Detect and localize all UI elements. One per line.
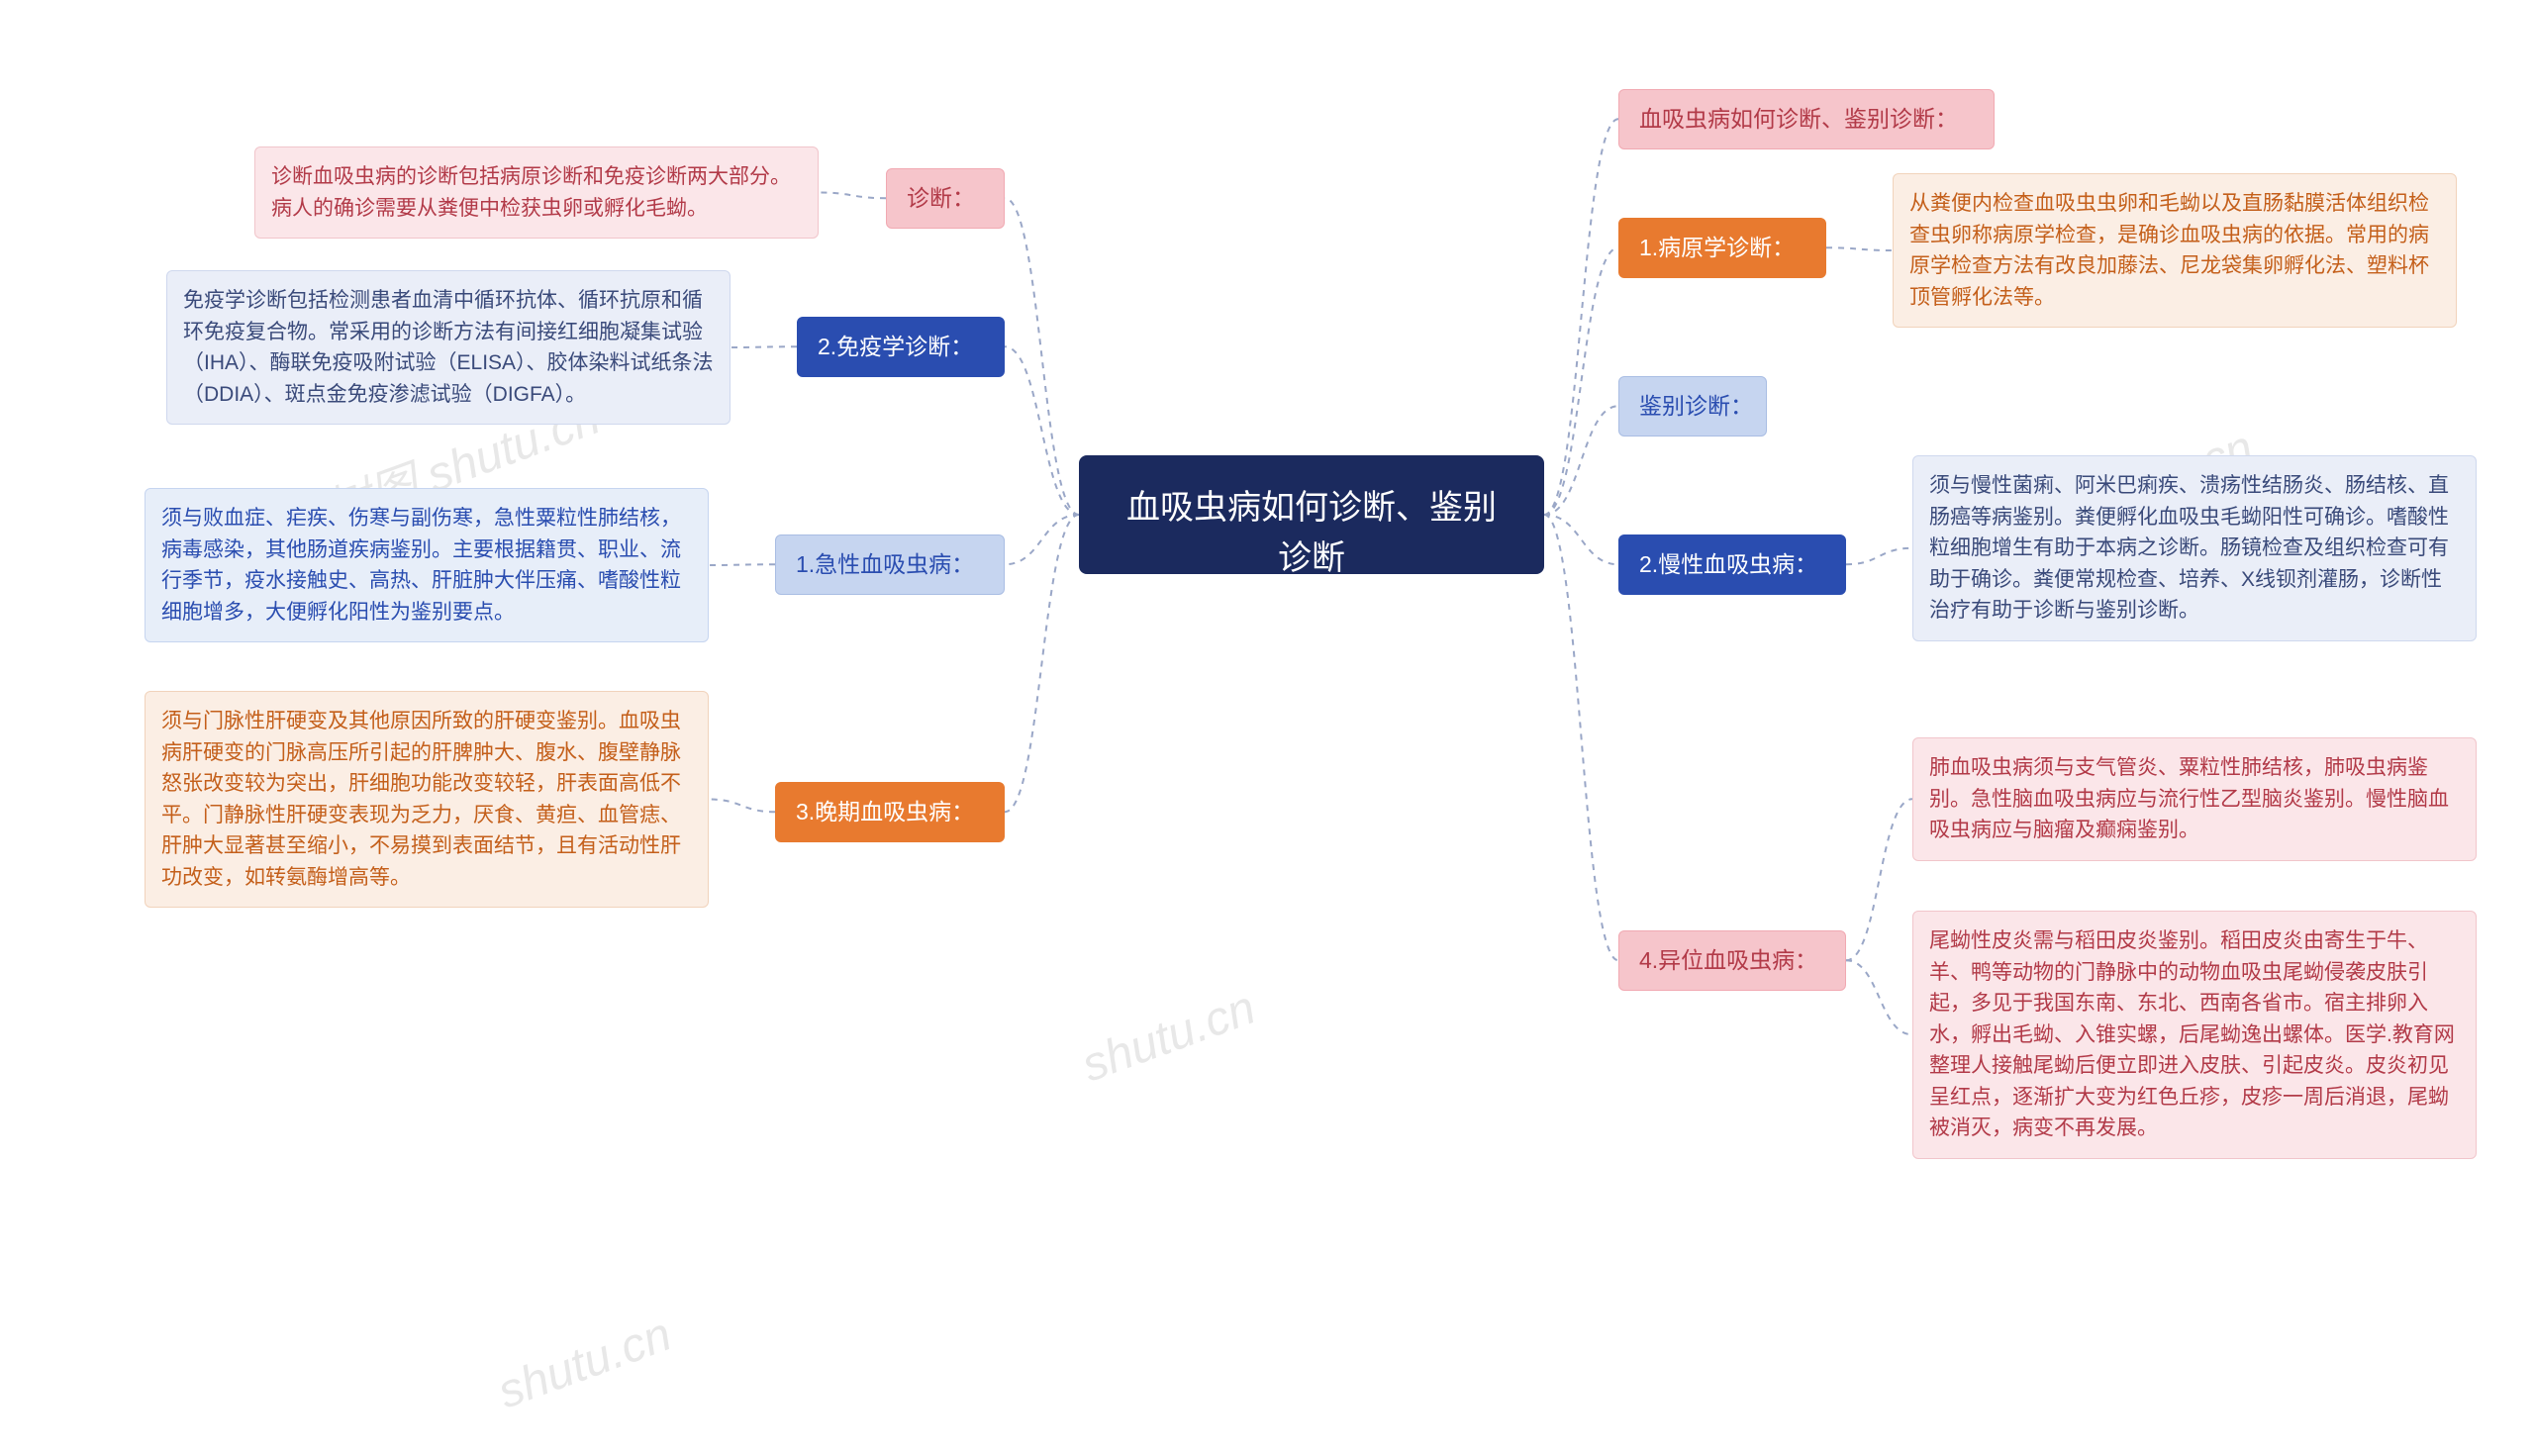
center-node[interactable]: 血吸虫病如何诊断、鉴别诊断: [1079, 455, 1544, 574]
branch-immunology[interactable]: 2.免疫学诊断：: [797, 317, 1005, 377]
desc-late: 须与门脉性肝硬变及其他原因所致的肝硬变鉴别。血吸虫病肝硬变的门脉高压所引起的肝脾…: [145, 691, 709, 908]
desc-immunology: 免疫学诊断包括检测患者血清中循环抗体、循环抗原和循环免疫复合物。常采用的诊断方法…: [166, 270, 731, 425]
mindmap-canvas: 树图 shutu.cn 树图 shutu.cn shutu.cn shutu.c…: [0, 0, 2534, 1456]
branch-title-repeat[interactable]: 血吸虫病如何诊断、鉴别诊断：: [1618, 89, 1995, 149]
desc-ectopic-2: 尾蚴性皮炎需与稻田皮炎鉴别。稻田皮炎由寄生于牛、羊、鸭等动物的门静脉中的动物血吸…: [1912, 911, 2477, 1159]
desc-pathogen: 从粪便内检查血吸虫虫卵和毛蚴以及直肠黏膜活体组织检查虫卵称病原学检查，是确诊血吸…: [1893, 173, 2457, 328]
desc-diagnosis: 诊断血吸虫病的诊断包括病原诊断和免疫诊断两大部分。病人的确诊需要从粪便中检获虫卵…: [254, 146, 819, 239]
branch-pathogen[interactable]: 1.病原学诊断：: [1618, 218, 1826, 278]
watermark: shutu.cn: [1075, 981, 1262, 1094]
branch-chronic[interactable]: 2.慢性血吸虫病：: [1618, 534, 1846, 595]
branch-late[interactable]: 3.晚期血吸虫病：: [775, 782, 1005, 842]
desc-acute: 须与败血症、疟疾、伤寒与副伤寒，急性粟粒性肺结核，病毒感染，其他肠道疾病鉴别。主…: [145, 488, 709, 642]
watermark: shutu.cn: [491, 1308, 678, 1420]
branch-acute[interactable]: 1.急性血吸虫病：: [775, 534, 1005, 595]
branch-ectopic[interactable]: 4.异位血吸虫病：: [1618, 930, 1846, 991]
desc-chronic: 须与慢性菌痢、阿米巴痢疾、溃疡性结肠炎、肠结核、直肠癌等病鉴别。粪便孵化血吸虫毛…: [1912, 455, 2477, 641]
branch-differential[interactable]: 鉴别诊断：: [1618, 376, 1767, 437]
desc-ectopic-1: 肺血吸虫病须与支气管炎、粟粒性肺结核，肺吸虫病鉴别。急性脑血吸虫病应与流行性乙型…: [1912, 737, 2477, 861]
branch-diagnosis[interactable]: 诊断：: [886, 168, 1005, 229]
